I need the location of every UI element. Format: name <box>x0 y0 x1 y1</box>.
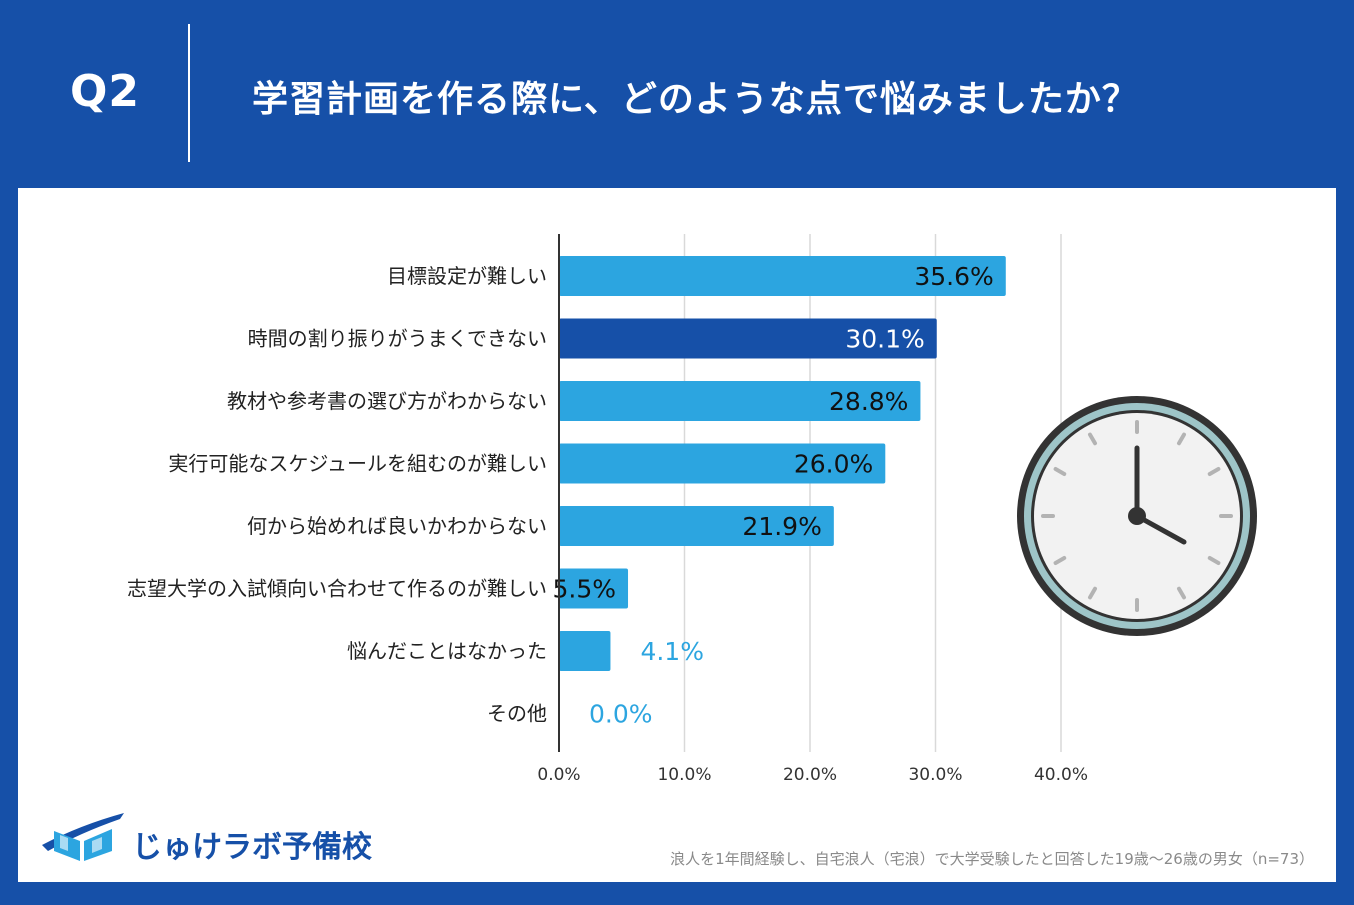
category-label: 志望大学の入試傾向い合わせて作るのが難しい <box>127 577 547 601</box>
logo-text: じゅけラボ予備校 <box>132 830 372 865</box>
clock-tick <box>1177 586 1186 600</box>
data-label: 30.1% <box>845 325 924 354</box>
clock-tick <box>1053 467 1067 476</box>
clock-tick <box>1088 586 1097 600</box>
bar-chart: 0.0% 10.0% 20.0% 30.0% 40.0% 目標設定が難しい 35.6% 時間の… <box>127 234 1088 785</box>
bar <box>559 381 921 421</box>
header: Q2 学習計画を作る際に、どのような点で悩みましたか？ <box>0 0 1354 188</box>
bar <box>559 443 886 484</box>
category-label: 目標設定が難しい <box>387 264 547 288</box>
clock-icon <box>1017 396 1257 636</box>
x-tick-label: 40.0% <box>1034 765 1088 785</box>
clock-tick <box>1088 432 1097 446</box>
bar <box>559 506 834 546</box>
category-label: 何から始めれば良いかわからない <box>247 514 547 538</box>
category-label: 時間の割り振りがうまくできない <box>248 327 547 351</box>
category-label: 悩んだことはなかった <box>347 639 547 663</box>
header-divider <box>188 24 190 162</box>
clock-tick <box>1207 556 1221 565</box>
x-tick-label: 10.0% <box>657 765 711 785</box>
data-label: 28.8% <box>829 387 908 416</box>
clock-tick <box>1177 432 1186 446</box>
x-tick-label: 0.0% <box>537 765 580 785</box>
data-label: 35.6% <box>914 262 993 291</box>
data-label: 5.5% <box>553 575 617 604</box>
category-label: 実行可能なスケジュールを組むのが難しい <box>168 452 547 476</box>
bar <box>559 318 937 359</box>
category-label: その他 <box>487 702 547 726</box>
survey-footnote: 浪人を1年間経験し、自宅浪人（宅浪）で大学受験したと回答した19歳～26歳の男女… <box>670 850 1314 868</box>
data-label: 4.1% <box>640 637 704 666</box>
category-label: 教材や参考書の選び方がわからない <box>227 389 547 413</box>
data-label: 21.9% <box>742 512 821 541</box>
data-label: 0.0% <box>589 700 653 729</box>
data-label: 26.0% <box>794 450 873 479</box>
bar <box>559 568 629 609</box>
question-number: Q2 <box>70 66 141 117</box>
clock-tick <box>1207 467 1221 476</box>
x-tick-label: 30.0% <box>908 765 962 785</box>
question-title: 学習計画を作る際に、どのような点で悩みましたか？ <box>252 79 1139 120</box>
x-tick-label: 20.0% <box>783 765 837 785</box>
bar <box>559 256 1006 296</box>
clock-tick <box>1053 556 1067 565</box>
logo-icon <box>42 813 124 861</box>
bar <box>559 631 611 671</box>
